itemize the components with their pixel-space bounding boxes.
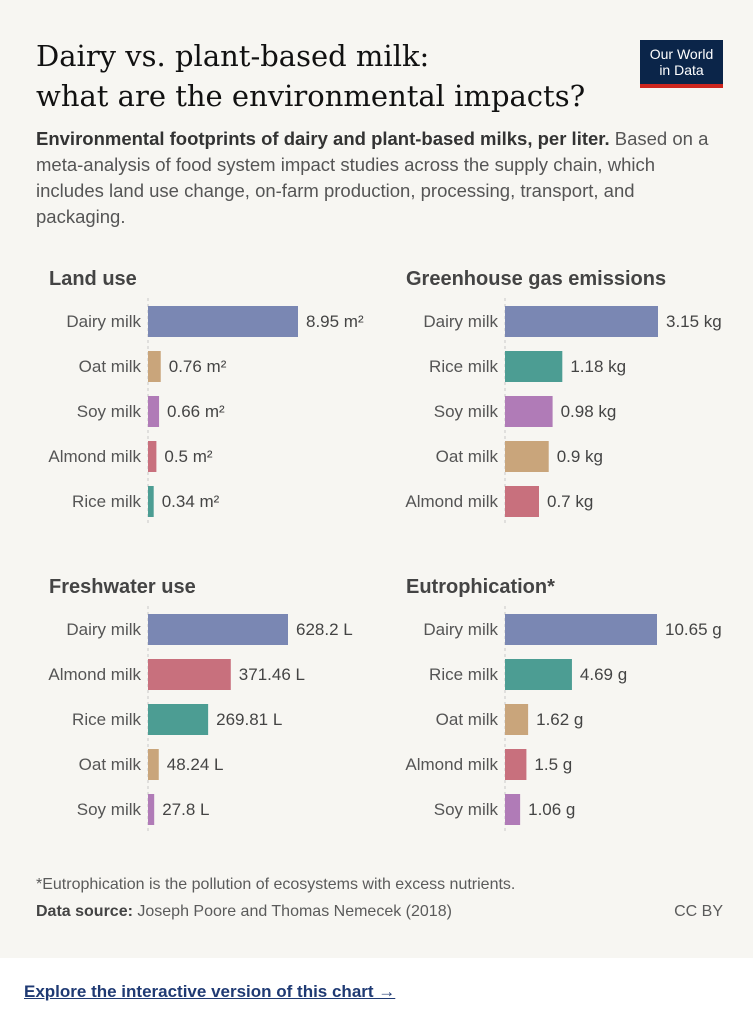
bar-eutrophication-rice-milk[interactable] xyxy=(505,659,572,690)
panel-title-ghg: Greenhouse gas emissions xyxy=(406,268,667,290)
category-label-land-use-oat-milk: Oat milk xyxy=(79,357,142,376)
category-label-eutrophication-almond-milk: Almond milk xyxy=(405,755,498,774)
category-label-freshwater-dairy-milk: Dairy milk xyxy=(66,620,141,639)
bar-ghg-soy-milk[interactable] xyxy=(505,396,553,427)
bar-eutrophication-oat-milk[interactable] xyxy=(505,704,529,735)
category-label-freshwater-almond-milk: Almond milk xyxy=(48,665,141,684)
bar-eutrophication-almond-milk[interactable] xyxy=(505,749,527,780)
source-label: Data source: xyxy=(36,903,133,920)
bar-land-use-dairy-milk[interactable] xyxy=(148,306,298,337)
title-line-2: what are the environmental impacts? xyxy=(36,79,586,113)
chart-subtitle: Environmental footprints of dairy and pl… xyxy=(36,126,726,230)
category-label-eutrophication-rice-milk: Rice milk xyxy=(429,665,498,684)
source-text: Joseph Poore and Thomas Nemecek (2018) xyxy=(137,903,452,920)
value-label-land-use-dairy-milk: 8.95 m² xyxy=(306,312,364,331)
title-line-1: Dairy vs. plant-based milk: xyxy=(36,39,430,73)
value-label-eutrophication-soy-milk: 1.06 g xyxy=(528,800,575,819)
category-label-eutrophication-oat-milk: Oat milk xyxy=(436,710,499,729)
value-label-freshwater-oat-milk: 48.24 L xyxy=(167,755,224,774)
owid-logo[interactable]: Our World in Data xyxy=(640,40,723,88)
category-label-ghg-dairy-milk: Dairy milk xyxy=(423,312,498,331)
category-label-land-use-soy-milk: Soy milk xyxy=(77,402,142,421)
subtitle-rest: Based on a meta-analysis of food system … xyxy=(36,128,709,227)
value-label-land-use-soy-milk: 0.66 m² xyxy=(167,402,225,421)
value-label-land-use-almond-milk: 0.5 m² xyxy=(164,447,213,466)
value-label-freshwater-almond-milk: 371.46 L xyxy=(239,665,305,684)
category-label-land-use-dairy-milk: Dairy milk xyxy=(66,312,141,331)
category-label-freshwater-oat-milk: Oat milk xyxy=(79,755,142,774)
chart-card: Dairy vs. plant-based milk: what are the … xyxy=(0,0,753,958)
category-label-land-use-almond-milk: Almond milk xyxy=(48,447,141,466)
value-label-ghg-rice-milk: 1.18 kg xyxy=(570,357,626,376)
value-label-ghg-almond-milk: 0.7 kg xyxy=(547,492,593,511)
bar-eutrophication-soy-milk[interactable] xyxy=(505,794,521,825)
value-label-freshwater-dairy-milk: 628.2 L xyxy=(296,620,353,639)
subtitle-bold: Environmental footprints of dairy and pl… xyxy=(36,128,610,149)
bar-freshwater-dairy-milk[interactable] xyxy=(148,614,288,645)
value-label-eutrophication-oat-milk: 1.62 g xyxy=(536,710,583,729)
value-label-freshwater-soy-milk: 27.8 L xyxy=(162,800,209,819)
value-label-freshwater-rice-milk: 269.81 L xyxy=(216,710,282,729)
bar-land-use-rice-milk[interactable] xyxy=(148,486,154,517)
category-label-freshwater-soy-milk: Soy milk xyxy=(77,800,142,819)
panel-title-freshwater: Freshwater use xyxy=(49,576,196,598)
data-source: Data source: Joseph Poore and Thomas Nem… xyxy=(36,903,452,921)
bar-eutrophication-dairy-milk[interactable] xyxy=(505,614,657,645)
bar-land-use-almond-milk[interactable] xyxy=(148,441,157,472)
explore-interactive-link[interactable]: Explore the interactive version of this … xyxy=(24,982,396,1001)
value-label-ghg-soy-milk: 0.98 kg xyxy=(561,402,617,421)
bar-land-use-soy-milk[interactable] xyxy=(148,396,160,427)
category-label-eutrophication-soy-milk: Soy milk xyxy=(434,800,499,819)
category-label-eutrophication-dairy-milk: Dairy milk xyxy=(423,620,498,639)
bar-ghg-almond-milk[interactable] xyxy=(505,486,539,517)
bar-charts: Dairy milk 8.95 m² Oat milk 0.76 m² Soy milk… xyxy=(48,298,722,833)
panel-title-land-use: Land use xyxy=(49,268,137,290)
value-label-eutrophication-almond-milk: 1.5 g xyxy=(534,755,572,774)
bar-freshwater-soy-milk[interactable] xyxy=(148,794,155,825)
bar-ghg-rice-milk[interactable] xyxy=(505,351,563,382)
footnote: *Eutrophication is the pollution of ecos… xyxy=(36,876,516,893)
value-label-land-use-rice-milk: 0.34 m² xyxy=(162,492,220,511)
license[interactable]: CC BY xyxy=(674,903,723,920)
bar-freshwater-rice-milk[interactable] xyxy=(148,704,209,735)
bar-land-use-oat-milk[interactable] xyxy=(148,351,161,382)
bar-freshwater-almond-milk[interactable] xyxy=(148,659,231,690)
category-label-freshwater-rice-milk: Rice milk xyxy=(72,710,141,729)
value-label-ghg-dairy-milk: 3.15 kg xyxy=(666,312,722,331)
logo-line-1: Our World xyxy=(649,46,714,62)
value-label-ghg-oat-milk: 0.9 kg xyxy=(557,447,603,466)
logo-line-2: in Data xyxy=(659,62,704,78)
category-label-ghg-rice-milk: Rice milk xyxy=(429,357,498,376)
bar-ghg-oat-milk[interactable] xyxy=(505,441,549,472)
value-label-eutrophication-rice-milk: 4.69 g xyxy=(580,665,627,684)
category-label-land-use-rice-milk: Rice milk xyxy=(72,492,141,511)
value-label-eutrophication-dairy-milk: 10.65 g xyxy=(665,620,722,639)
bar-ghg-dairy-milk[interactable] xyxy=(505,306,658,337)
value-label-land-use-oat-milk: 0.76 m² xyxy=(169,357,227,376)
category-label-ghg-almond-milk: Almond milk xyxy=(405,492,498,511)
chart-title: Dairy vs. plant-based milk: what are the … xyxy=(36,36,626,116)
bar-freshwater-oat-milk[interactable] xyxy=(148,749,159,780)
category-label-ghg-oat-milk: Oat milk xyxy=(436,447,499,466)
panel-title-eutrophication: Eutrophication* xyxy=(406,576,555,598)
category-label-ghg-soy-milk: Soy milk xyxy=(434,402,499,421)
